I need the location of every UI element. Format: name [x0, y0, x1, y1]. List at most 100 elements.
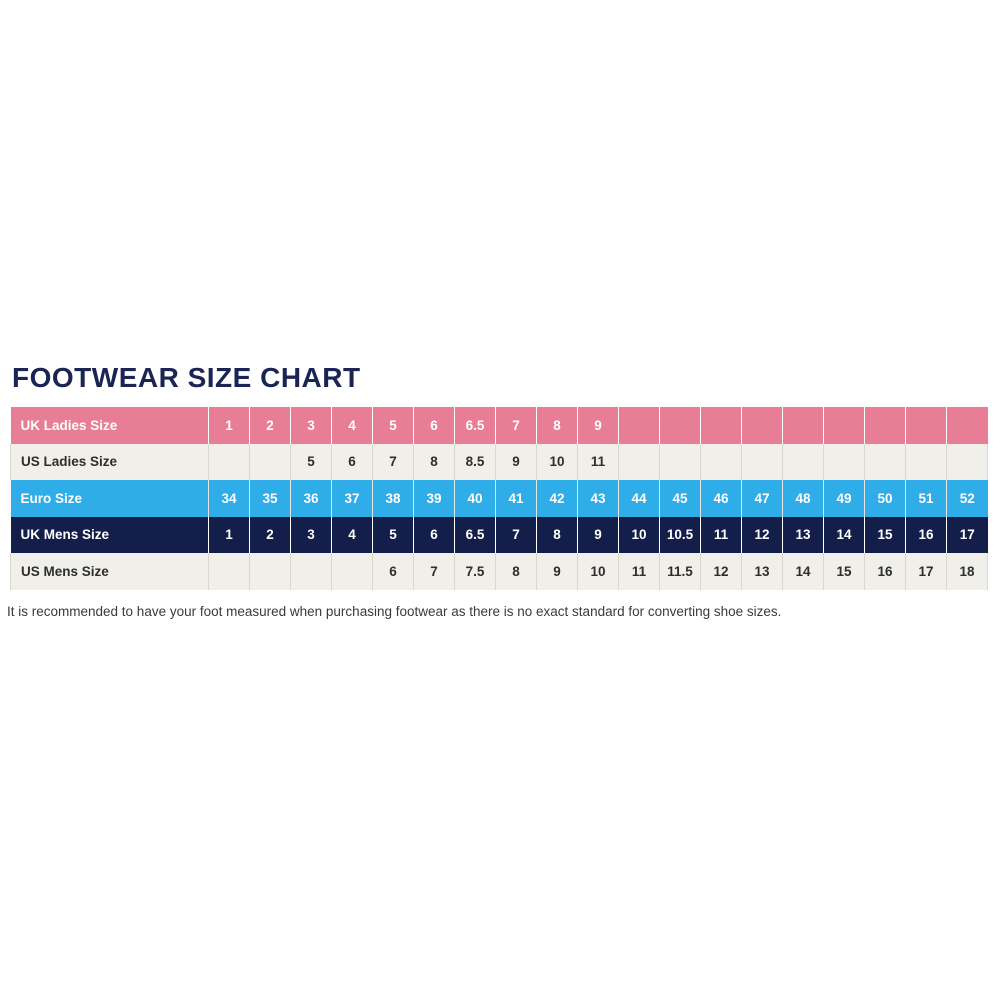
size-cell: 9 [495, 443, 537, 480]
size-cell: 42 [536, 480, 578, 517]
size-cell [823, 407, 865, 444]
size-cell [741, 443, 783, 480]
size-cell: 8 [536, 516, 578, 553]
size-cell: 41 [495, 480, 537, 517]
row-label-cell: Euro Size [10, 480, 209, 517]
size-cell [659, 443, 701, 480]
size-cell [290, 553, 332, 590]
size-cell: 11 [700, 516, 742, 553]
size-cell: 48 [782, 480, 824, 517]
size-cell [782, 407, 824, 444]
size-cell: 15 [864, 516, 906, 553]
size-cell: 52 [946, 480, 988, 517]
table-row: US Mens Size 6 7 7.5 8 9 10 11 11.5 12 13 14 15 16 17 1… [10, 553, 988, 590]
size-cell: 35 [249, 480, 291, 517]
size-cell [618, 407, 660, 444]
row-label-cell: US Mens Size [10, 553, 209, 590]
size-cell: 16 [864, 553, 906, 590]
size-cell: 38 [372, 480, 414, 517]
size-cell: 11 [618, 553, 660, 590]
size-cell: 14 [782, 553, 824, 590]
size-cell: 43 [577, 480, 619, 517]
size-cell: 6 [331, 443, 373, 480]
size-cell: 5 [372, 407, 414, 444]
size-cell [208, 443, 250, 480]
size-cell [249, 443, 291, 480]
size-cell [249, 553, 291, 590]
size-cell: 11.5 [659, 553, 701, 590]
size-cell: 4 [331, 407, 373, 444]
size-cell: 15 [823, 553, 865, 590]
size-cell: 47 [741, 480, 783, 517]
size-cell: 6.5 [454, 407, 496, 444]
size-cell: 7 [495, 516, 537, 553]
size-cell: 39 [413, 480, 455, 517]
size-cell: 13 [741, 553, 783, 590]
size-cell: 7 [495, 407, 537, 444]
size-cell: 7 [413, 553, 455, 590]
size-cell: 46 [700, 480, 742, 517]
size-cell [618, 443, 660, 480]
size-cell: 8.5 [454, 443, 496, 480]
size-cell: 9 [577, 407, 619, 444]
size-cell [946, 407, 988, 444]
size-cell: 40 [454, 480, 496, 517]
size-cell: 5 [290, 443, 332, 480]
size-cell: 44 [618, 480, 660, 517]
size-cell: 4 [331, 516, 373, 553]
size-cell: 17 [946, 516, 988, 553]
size-cell: 12 [700, 553, 742, 590]
size-cell [700, 407, 742, 444]
size-cell: 7 [372, 443, 414, 480]
size-cell: 6.5 [454, 516, 496, 553]
size-cell: 3 [290, 407, 332, 444]
size-cell [782, 443, 824, 480]
table-row: UK Mens Size 1 2 3 4 5 6 6.5 7 8 9 10 10.5 11 12 13 14 15… [10, 516, 988, 553]
footnote-text: It is recommended to have your foot meas… [7, 604, 782, 619]
size-cell: 12 [741, 516, 783, 553]
size-cell [946, 443, 988, 480]
size-cell: 14 [823, 516, 865, 553]
size-cell: 7.5 [454, 553, 496, 590]
size-cell [208, 553, 250, 590]
size-cell: 6 [413, 407, 455, 444]
size-cell [864, 443, 906, 480]
size-cell: 2 [249, 407, 291, 444]
size-cell [741, 407, 783, 444]
size-cell: 9 [577, 516, 619, 553]
size-cell: 2 [249, 516, 291, 553]
size-cell [331, 553, 373, 590]
size-cell: 10 [618, 516, 660, 553]
table-row: Euro Size 34 35 36 37 38 39 40 41 42 43 44 45 46 47 48 4… [10, 480, 988, 517]
size-cell: 13 [782, 516, 824, 553]
size-cell [700, 443, 742, 480]
size-cell: 8 [536, 407, 578, 444]
size-cell: 1 [208, 407, 250, 444]
size-cell: 6 [372, 553, 414, 590]
size-cell [864, 407, 906, 444]
size-cell: 1 [208, 516, 250, 553]
size-cell: 18 [946, 553, 988, 590]
size-chart-body: UK Ladies Size 1 2 3 4 5 6 6.5 7 8 9 US Ladies Size… [10, 407, 988, 590]
size-cell: 36 [290, 480, 332, 517]
size-cell: 17 [905, 553, 947, 590]
size-cell: 8 [495, 553, 537, 590]
size-cell: 37 [331, 480, 373, 517]
size-cell: 16 [905, 516, 947, 553]
size-cell: 10.5 [659, 516, 701, 553]
size-cell [823, 443, 865, 480]
size-cell: 9 [536, 553, 578, 590]
size-cell: 45 [659, 480, 701, 517]
size-cell: 50 [864, 480, 906, 517]
size-cell: 6 [413, 516, 455, 553]
table-row: UK Ladies Size 1 2 3 4 5 6 6.5 7 8 9 [10, 407, 988, 444]
size-cell: 11 [577, 443, 619, 480]
table-row: US Ladies Size 5 6 7 8 8.5 9 10 11 [10, 443, 988, 480]
size-cell: 8 [413, 443, 455, 480]
size-chart-table: UK Ladies Size 1 2 3 4 5 6 6.5 7 8 9 US Ladies Size… [10, 407, 988, 590]
size-cell: 49 [823, 480, 865, 517]
size-cell: 3 [290, 516, 332, 553]
size-cell: 51 [905, 480, 947, 517]
size-cell [659, 407, 701, 444]
